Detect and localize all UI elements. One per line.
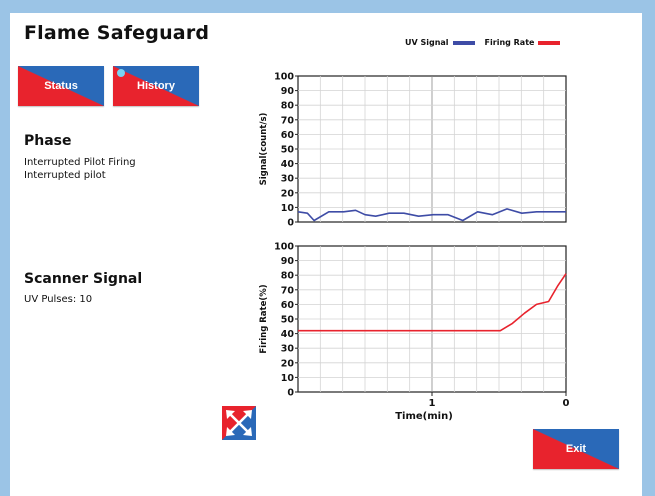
y-tick-label-firing: 0 — [287, 388, 294, 399]
y-tick-label-firing: 60 — [281, 300, 295, 311]
page-title: Flame Safeguard — [24, 22, 210, 44]
uv-pulses-value: UV Pulses: 10 — [24, 294, 93, 305]
y-tick-label-firing: 20 — [281, 358, 295, 369]
legend-uv-swatch — [452, 40, 475, 45]
y-tick-label-signal: 20 — [281, 188, 295, 199]
y-tick-label-firing: 50 — [281, 315, 295, 326]
phase-heading: Phase — [24, 133, 72, 149]
y-tick-label-signal: 50 — [281, 145, 295, 156]
y-tick-label-firing: 10 — [281, 373, 295, 384]
phase-line-2: Interrupted pilot — [24, 170, 106, 181]
y-tick-label-signal: 80 — [281, 101, 295, 112]
exit-button-label: Exit — [565, 443, 587, 455]
legend-firing-label: Firing Rate — [484, 38, 535, 47]
uv-signal-chart: 0 10 20 30 40 50 60 70 80 90 100 Signal(count/s) — [259, 72, 567, 229]
y-tick-label-signal: 30 — [281, 174, 295, 185]
history-button[interactable]: History — [113, 66, 199, 106]
history-button-label: History — [137, 80, 175, 92]
legend-uv-label: UV Signal — [405, 38, 449, 47]
series-line-uv-signal — [297, 208, 566, 222]
x-tick-label-firing: 0 — [563, 398, 570, 409]
y-tick-label-signal: 0 — [287, 218, 294, 229]
scanner-heading: Scanner Signal — [24, 271, 143, 287]
y-tick-label-signal: 40 — [281, 159, 295, 170]
y-tick-label-firing: 80 — [281, 271, 295, 282]
expand-arrows-icon[interactable] — [222, 406, 256, 440]
y-tick-label-firing: 30 — [281, 344, 295, 355]
y-tick-label-firing: 90 — [281, 256, 295, 267]
indicator-dot-icon — [117, 69, 125, 77]
y-tick-label-firing: 40 — [281, 329, 295, 340]
y-axis-label-firing: Firing Rate(%) — [259, 284, 269, 353]
x-axis-label-firing: Time(min) — [395, 411, 453, 422]
y-tick-label-firing: 70 — [281, 285, 295, 296]
phase-line-1: Interrupted Pilot Firing — [24, 157, 136, 168]
y-tick-label-signal: 70 — [281, 115, 295, 126]
y-tick-label-signal: 90 — [281, 86, 295, 97]
series-line-firing-rate — [298, 273, 567, 332]
y-tick-label-signal: 10 — [281, 203, 295, 214]
status-button-label: Status — [44, 80, 78, 92]
y-tick-label-signal: 100 — [274, 72, 294, 83]
y-tick-label-firing: 100 — [274, 242, 294, 253]
x-tick-label-firing: 1 — [429, 398, 436, 409]
legend-firing-swatch — [538, 40, 561, 45]
exit-button[interactable]: Exit — [533, 429, 619, 469]
status-button[interactable]: Status — [18, 66, 104, 106]
y-tick-label-signal: 60 — [281, 130, 295, 141]
y-axis-label-signal: Signal(count/s) — [259, 112, 269, 185]
chart-legend: UV Signal Firing Rate — [405, 38, 566, 47]
